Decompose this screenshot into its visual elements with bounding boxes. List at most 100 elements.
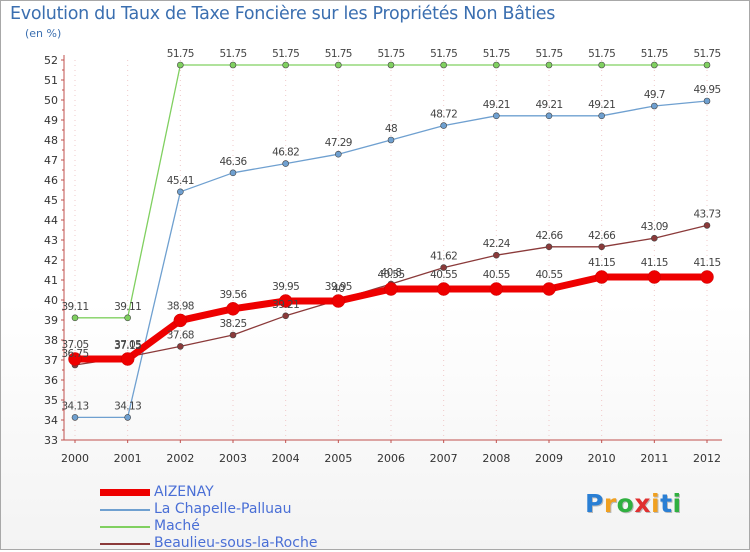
legend-label-mache: Maché	[154, 518, 200, 534]
y-tick-label: 43	[44, 234, 58, 247]
data-point	[229, 169, 237, 177]
axes: 33 34 35 36 37 38 39 40 41 42 43 44 45 46 47 48 49 50 51 52…	[44, 54, 722, 465]
data-label: 42.24	[483, 238, 511, 250]
y-tick-label: 52	[44, 54, 58, 67]
data-label: 51.75	[167, 48, 194, 60]
data-point	[177, 343, 184, 350]
data-point	[594, 270, 609, 284]
data-point	[229, 61, 237, 69]
data-point	[387, 136, 395, 144]
y-tick-label: 36	[44, 374, 58, 387]
data-label: 38.98	[167, 300, 194, 312]
data-label: 51.75	[641, 48, 668, 60]
data-label: 40.8	[381, 267, 402, 279]
data-point	[651, 102, 658, 110]
data-label: 40.55	[535, 269, 562, 281]
x-tick-label: 2012	[693, 452, 721, 465]
data-label: 51.75	[483, 48, 510, 60]
data-label: 39.21	[272, 299, 299, 311]
data-point	[173, 313, 188, 328]
y-tick-label: 35	[44, 394, 58, 407]
data-label: 49.21	[535, 99, 562, 111]
data-label: 51.75	[588, 48, 615, 60]
data-label: 51.75	[693, 48, 720, 60]
x-tick-label: 2005	[324, 452, 352, 465]
data-label: 39.95	[325, 281, 352, 293]
data-label: 41.62	[430, 251, 457, 263]
data-label: 47.29	[325, 137, 352, 149]
data-label: 43.09	[641, 221, 668, 233]
data-label: 37.15	[114, 340, 141, 352]
data-label: 49.21	[588, 99, 615, 111]
y-tick-label: 37	[44, 354, 58, 367]
logo-letter: x	[634, 489, 651, 518]
y-tick-label: 39	[44, 314, 58, 327]
y-tick-label: 50	[44, 94, 58, 107]
data-point	[335, 150, 342, 158]
data-point	[440, 264, 447, 271]
data-point	[124, 414, 131, 421]
data-point	[124, 314, 131, 322]
data-point	[489, 282, 504, 296]
x-tick-label: 2006	[377, 452, 405, 465]
data-label: 40.55	[483, 269, 510, 281]
x-tick-label: 2009	[535, 452, 563, 465]
data-point	[545, 243, 553, 251]
data-label: 51.75	[325, 48, 352, 60]
proxiti-logo: Proxiti	[585, 489, 682, 518]
data-point	[651, 61, 658, 69]
logo-letter: i	[672, 489, 682, 518]
legend-swatch-beaulieu-sous-la-roche	[100, 543, 150, 545]
data-point	[120, 352, 135, 366]
x-tick-label: 2008	[482, 452, 510, 465]
data-label: 39.95	[272, 281, 299, 293]
legend-swatch-aizenay	[100, 489, 150, 496]
data-point	[278, 294, 293, 308]
y-tick-label: 42	[44, 254, 58, 267]
data-point	[700, 270, 714, 284]
y-tick-label: 48	[44, 134, 58, 147]
data-point	[71, 314, 79, 322]
data-point	[282, 61, 289, 69]
data-label: 41.15	[641, 257, 668, 269]
data-point	[436, 282, 451, 296]
data-point	[493, 112, 500, 120]
legend-label-la-chapelle-palluau: La Chapelle-Palluau	[154, 501, 292, 517]
x-tick-label: 2010	[588, 452, 616, 465]
x-tick-label: 2001	[114, 452, 142, 465]
data-label: 37.05	[114, 339, 141, 351]
data-point	[177, 188, 184, 196]
data-point	[282, 160, 289, 167]
y-axis-unit: (en %)	[25, 27, 62, 40]
logo-letter: r	[603, 489, 617, 518]
data-label: 51.75	[377, 48, 404, 60]
data-label: 36.75	[61, 348, 88, 360]
data-label: 40.55	[430, 269, 457, 281]
legend-label-aizenay: AIZENAY	[154, 484, 214, 500]
data-point	[177, 61, 184, 69]
series-labels: 37.05 37.05 38.98 39.56 39.95 39.95 40.55 40.55…	[61, 48, 721, 412]
data-label: 41.15	[588, 257, 615, 269]
data-label: 39.11	[61, 301, 88, 313]
data-point	[545, 61, 553, 69]
y-tick-label: 41	[44, 274, 58, 287]
x-tick-label: 2000	[61, 452, 89, 465]
data-point	[703, 61, 711, 69]
data-point	[493, 251, 500, 259]
y-tick-label: 38	[44, 334, 58, 347]
y-tick-label: 47	[44, 154, 58, 167]
data-label: 45.41	[167, 175, 194, 187]
y-tick-label: 46	[44, 174, 58, 187]
data-point	[598, 112, 605, 120]
data-label: 38.25	[219, 318, 246, 330]
logo-letter: t	[660, 489, 673, 518]
data-label: 37.68	[167, 329, 194, 341]
data-point	[71, 414, 79, 421]
data-point	[703, 222, 711, 229]
data-label: 41.15	[693, 257, 720, 269]
y-tick-label: 40	[44, 294, 58, 307]
data-label: 43.73	[693, 208, 720, 220]
data-label: 42.66	[588, 230, 616, 242]
data-label: 51.75	[272, 48, 299, 60]
